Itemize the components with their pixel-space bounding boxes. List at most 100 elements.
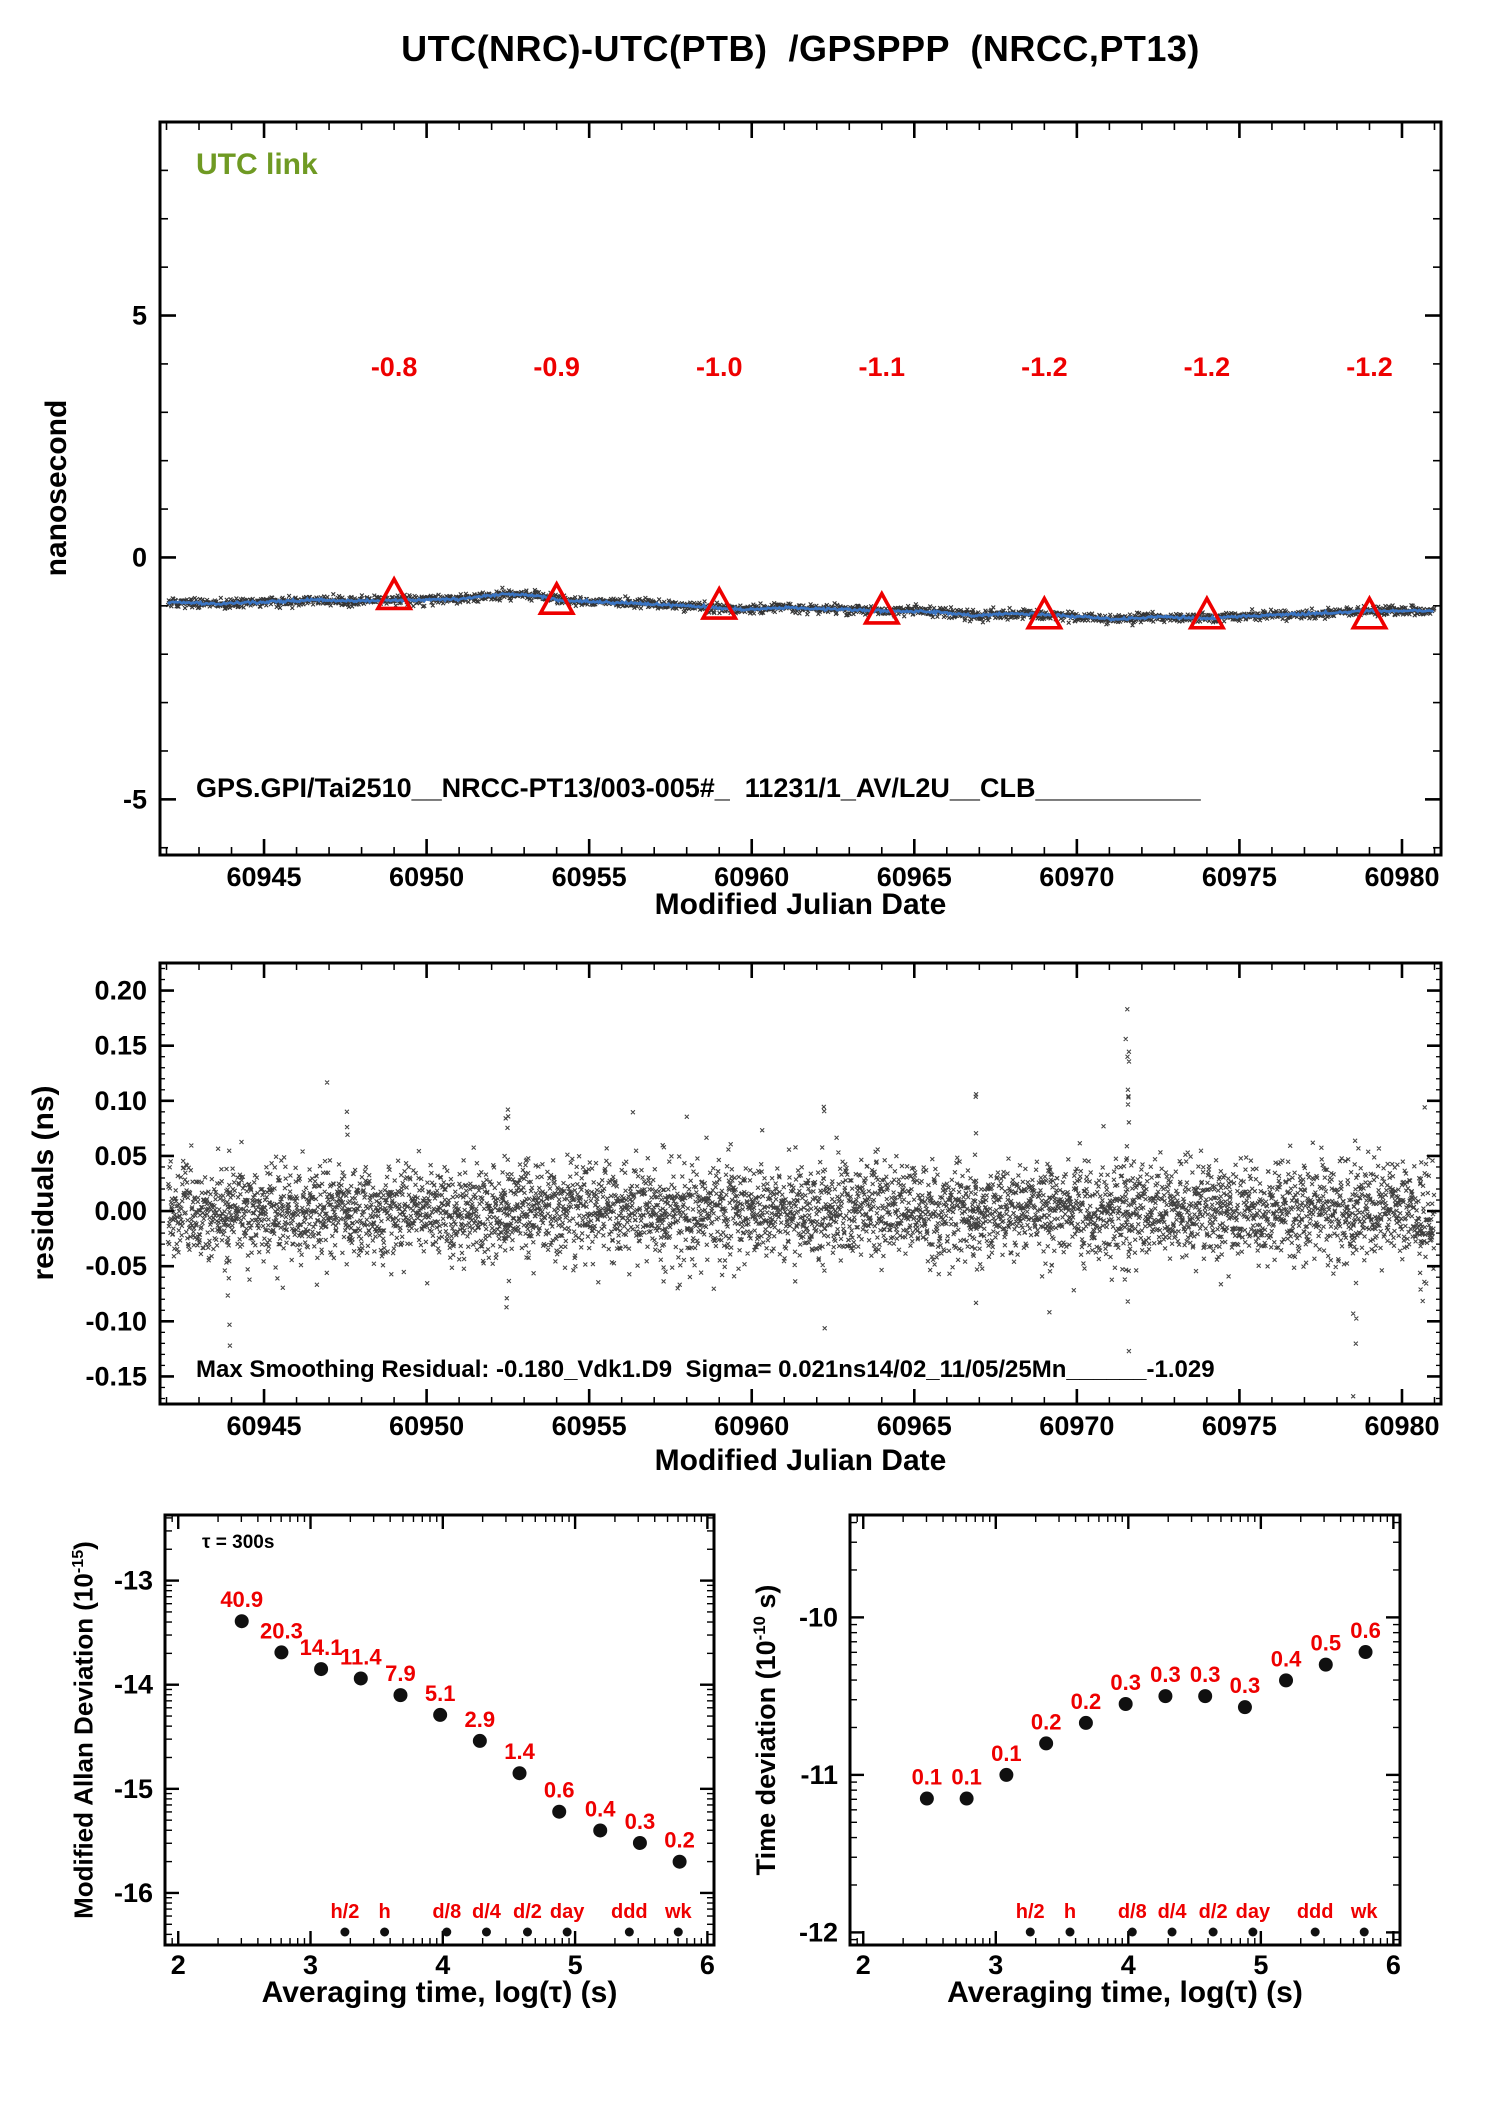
svg-text:0: 0 <box>132 542 147 572</box>
svg-text:-5: -5 <box>123 784 147 814</box>
svg-text:0.3: 0.3 <box>1150 1662 1181 1687</box>
svg-text:-11: -11 <box>800 1760 838 1790</box>
svg-text:5: 5 <box>132 301 147 331</box>
svg-text:h: h <box>1064 1901 1076 1923</box>
svg-text:day: day <box>1236 1901 1271 1923</box>
svg-text:7.9: 7.9 <box>385 1661 416 1686</box>
svg-text:60980: 60980 <box>1364 862 1439 892</box>
svg-text:d/2: d/2 <box>513 1901 542 1923</box>
svg-text:-0.05: -0.05 <box>85 1251 147 1281</box>
mdev-axis-label-exponent: -15 <box>69 1549 87 1574</box>
svg-text:-1.1: -1.1 <box>859 352 906 382</box>
mdev-panel: 2 3 4 5 6 -13 -14 -15 -16 40.9 20.314.111.47.9 5.1 2… <box>114 1513 716 1980</box>
svg-text:-0.9: -0.9 <box>533 352 580 382</box>
svg-text:0.3: 0.3 <box>1230 1673 1261 1698</box>
svg-text:60975: 60975 <box>1202 1411 1277 1441</box>
svg-text:-15: -15 <box>114 1774 153 1804</box>
mdev-axis-label-suffix: ) <box>68 1541 99 1550</box>
svg-text:2: 2 <box>171 1950 186 1980</box>
svg-text:11.4: 11.4 <box>340 1644 382 1669</box>
svg-text:-10: -10 <box>799 1602 838 1632</box>
svg-text:60950: 60950 <box>389 862 464 892</box>
svg-text:d/4: d/4 <box>472 1901 502 1923</box>
svg-text:0.3: 0.3 <box>1190 1662 1221 1687</box>
svg-text:14.1: 14.1 <box>300 1635 343 1660</box>
tdev-axis-label-text: Time deviation (10 <box>751 1640 781 1876</box>
svg-text:5.1: 5.1 <box>425 1681 456 1706</box>
svg-text:h: h <box>378 1901 390 1923</box>
svg-text:-0.10: -0.10 <box>85 1306 147 1336</box>
svg-text:60945: 60945 <box>226 1411 301 1441</box>
svg-text:60950: 60950 <box>389 1411 464 1441</box>
svg-text:-1.2: -1.2 <box>1346 352 1393 382</box>
mjd-axis-label-top: Modified Julian Date <box>654 888 947 921</box>
svg-text:ddd: ddd <box>1297 1901 1334 1923</box>
page-title: UTC(NRC)-UTC(PTB) /GPSPPP (NRCC,PT13) <box>401 28 1200 69</box>
svg-text:4: 4 <box>1121 1950 1136 1980</box>
svg-text:1.4: 1.4 <box>504 1739 535 1764</box>
mjd-axis-label-middle: Modified Julian Date <box>654 1444 947 1477</box>
svg-text:60970: 60970 <box>1039 862 1114 892</box>
svg-text:0.6: 0.6 <box>544 1778 575 1803</box>
svg-text:60960: 60960 <box>714 862 789 892</box>
tdev-panel: 2 3 4 5 6 -10 -11 -12 0.1 0.1 0.1 0.2 0.2 0.3 0.3 0.3 0.… <box>799 1513 1402 1980</box>
svg-text:5: 5 <box>1253 1950 1268 1980</box>
tau-note: τ = 300s <box>202 1532 275 1553</box>
svg-text:d/8: d/8 <box>1118 1901 1147 1923</box>
residuals-panel: 60945 60950 60955 60960 60965 60970 60975 60980… <box>85 961 1443 1441</box>
svg-text:2: 2 <box>856 1950 871 1980</box>
svg-text:0.3: 0.3 <box>625 1809 656 1834</box>
svg-text:60970: 60970 <box>1039 1411 1114 1441</box>
svg-text:-1.2: -1.2 <box>1184 352 1231 382</box>
svg-text:0.4: 0.4 <box>1271 1646 1302 1671</box>
svg-text:-16: -16 <box>114 1878 153 1908</box>
svg-text:-1.2: -1.2 <box>1021 352 1068 382</box>
svg-text:0.4: 0.4 <box>585 1796 616 1821</box>
svg-text:d/4: d/4 <box>1158 1901 1188 1923</box>
svg-text:0.6: 0.6 <box>1350 1618 1381 1643</box>
utc-link-legend: UTC link <box>196 148 318 181</box>
svg-text:h/2: h/2 <box>1016 1901 1045 1923</box>
svg-text:4: 4 <box>435 1950 450 1980</box>
svg-text:0.00: 0.00 <box>94 1196 147 1226</box>
svg-text:60975: 60975 <box>1202 862 1277 892</box>
svg-text:60965: 60965 <box>877 862 952 892</box>
svg-text:60965: 60965 <box>877 1411 952 1441</box>
svg-text:day: day <box>550 1901 585 1923</box>
svg-text:5: 5 <box>568 1950 583 1980</box>
averaging-time-axis-label-right: Averaging time, log(τ) (s) <box>947 1976 1303 2009</box>
svg-text:60945: 60945 <box>226 862 301 892</box>
svg-text:-12: -12 <box>799 1917 838 1947</box>
svg-text:-1.0: -1.0 <box>696 352 743 382</box>
svg-text:0.2: 0.2 <box>1031 1709 1062 1734</box>
mdev-axis-label-text: Modified Allan Deviation (10 <box>68 1573 99 1919</box>
svg-text:6: 6 <box>1386 1950 1401 1980</box>
svg-text:60960: 60960 <box>714 1411 789 1441</box>
svg-text:-0.8: -0.8 <box>371 352 418 382</box>
svg-text:0.10: 0.10 <box>94 1086 147 1116</box>
top-panel-annotation: GPS.GPI/Tai2510__NRCC-PT13/003-005#_ 112… <box>196 773 1201 803</box>
nanosecond-axis-label: nanosecond <box>40 399 73 577</box>
svg-text:-14: -14 <box>114 1670 153 1700</box>
svg-text:ddd: ddd <box>611 1901 648 1923</box>
utc-link-panel: 60945 60950 60955 60960 60965 60970 60975 60980… <box>123 120 1443 892</box>
svg-text:3: 3 <box>988 1950 1003 1980</box>
svg-text:h/2: h/2 <box>330 1901 359 1923</box>
svg-text:0.1: 0.1 <box>991 1741 1022 1766</box>
svg-text:60980: 60980 <box>1364 1411 1439 1441</box>
svg-text:wk: wk <box>664 1901 693 1923</box>
svg-text:3: 3 <box>303 1950 318 1980</box>
svg-text:0.5: 0.5 <box>1310 1631 1341 1656</box>
svg-text:0.3: 0.3 <box>1110 1670 1141 1695</box>
svg-text:0.1: 0.1 <box>912 1765 943 1790</box>
residuals-annotation: Max Smoothing Residual: -0.180_Vdk1.D9 S… <box>196 1356 1215 1383</box>
svg-text:0.2: 0.2 <box>664 1828 695 1853</box>
svg-text:0.15: 0.15 <box>94 1031 147 1061</box>
svg-text:60955: 60955 <box>552 1411 627 1441</box>
svg-text:-13: -13 <box>114 1566 153 1596</box>
averaging-time-axis-label-left: Averaging time, log(τ) (s) <box>261 1976 618 2009</box>
mdev-axis-label: Modified Allan Deviation (10-15) <box>58 1430 99 2030</box>
svg-text:40.9: 40.9 <box>220 1587 263 1612</box>
